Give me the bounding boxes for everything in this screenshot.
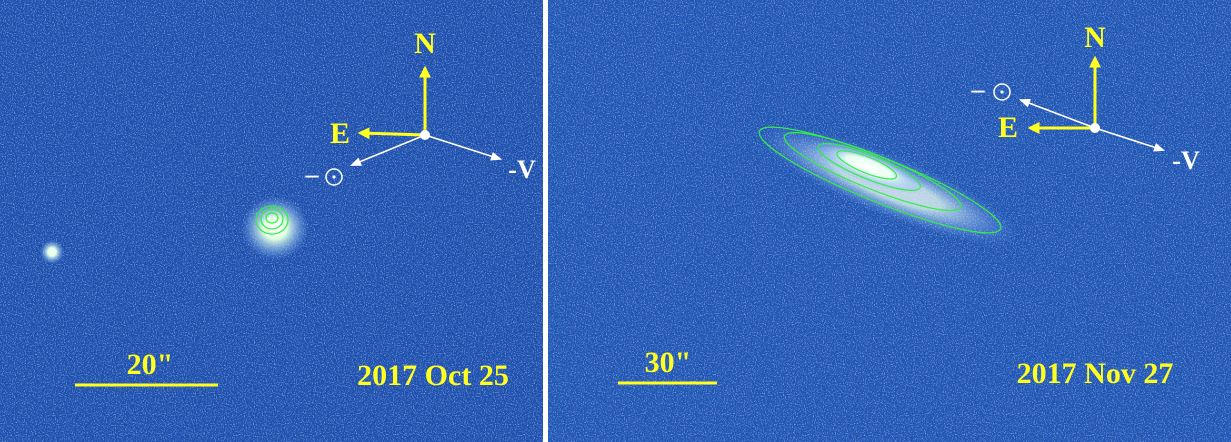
north-label: N: [1084, 21, 1106, 54]
star: [40, 240, 64, 264]
east-label: E: [998, 111, 1018, 144]
scale-label: 30": [645, 346, 692, 379]
east-label: E: [330, 117, 350, 150]
compass-center: [1090, 123, 1100, 133]
date-label: 2017 Oct 25: [357, 359, 509, 392]
compass-center: [420, 130, 430, 140]
east-arrow: [360, 133, 425, 135]
velocity-label: -V: [1172, 146, 1200, 175]
panel: N E -V – 20" 2017 Oct 25: [0, 0, 543, 442]
sun-prefix: –: [971, 75, 986, 104]
north-label: N: [414, 27, 436, 60]
panel: N E -V – 30" 2017 Nov 27: [548, 0, 1231, 442]
date-label: 2017 Nov 27: [1017, 357, 1174, 390]
comet: [241, 196, 309, 260]
velocity-label: -V: [508, 155, 536, 184]
scale-label: 20": [127, 348, 174, 381]
sun-prefix: –: [305, 160, 320, 189]
figure: N E -V – 20" 2017 Oct 25 N E -V – 30": [0, 0, 1231, 442]
